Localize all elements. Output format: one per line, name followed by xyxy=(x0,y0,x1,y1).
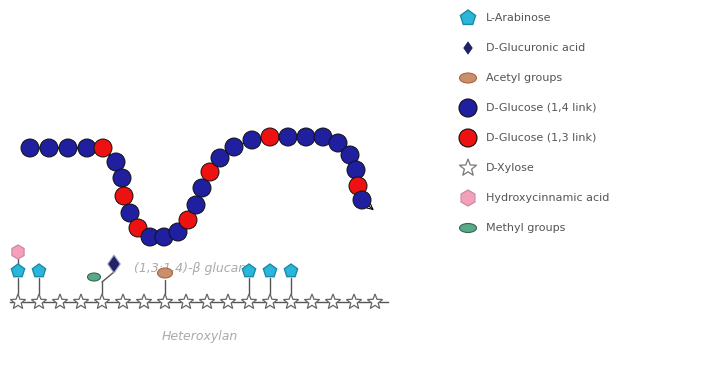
Circle shape xyxy=(169,223,187,241)
Circle shape xyxy=(94,139,112,157)
Polygon shape xyxy=(178,294,194,308)
Circle shape xyxy=(349,177,367,195)
Ellipse shape xyxy=(459,73,476,83)
Polygon shape xyxy=(459,159,476,175)
Polygon shape xyxy=(108,255,120,273)
Circle shape xyxy=(129,219,147,237)
Polygon shape xyxy=(263,294,278,308)
Circle shape xyxy=(211,149,229,167)
Polygon shape xyxy=(284,264,297,277)
Circle shape xyxy=(329,134,347,152)
Polygon shape xyxy=(53,294,67,308)
Polygon shape xyxy=(305,294,320,308)
Polygon shape xyxy=(116,294,131,308)
Text: Heteroxylan: Heteroxylan xyxy=(162,330,238,343)
Polygon shape xyxy=(460,10,476,25)
Circle shape xyxy=(187,196,205,214)
Polygon shape xyxy=(220,294,236,308)
Polygon shape xyxy=(242,264,256,277)
Polygon shape xyxy=(12,245,24,259)
Polygon shape xyxy=(31,294,47,308)
Polygon shape xyxy=(94,294,109,308)
Circle shape xyxy=(21,139,39,157)
Text: D-Glucose (1,3 link): D-Glucose (1,3 link) xyxy=(486,133,596,143)
Circle shape xyxy=(297,128,315,146)
Polygon shape xyxy=(461,190,475,206)
Polygon shape xyxy=(346,294,361,308)
Circle shape xyxy=(155,228,173,246)
Circle shape xyxy=(40,139,58,157)
Polygon shape xyxy=(241,294,256,308)
Polygon shape xyxy=(462,40,474,56)
Circle shape xyxy=(193,179,211,197)
Circle shape xyxy=(179,211,197,229)
Circle shape xyxy=(243,131,261,149)
Circle shape xyxy=(121,204,139,222)
Ellipse shape xyxy=(459,223,476,232)
Circle shape xyxy=(141,228,159,246)
Polygon shape xyxy=(33,264,45,277)
Text: D-Xylose: D-Xylose xyxy=(486,163,535,173)
Text: D-Glucuronic acid: D-Glucuronic acid xyxy=(486,43,585,53)
Text: D-Glucose (1,4 link): D-Glucose (1,4 link) xyxy=(486,103,596,113)
Circle shape xyxy=(225,138,243,156)
Circle shape xyxy=(459,99,477,117)
Polygon shape xyxy=(158,294,173,308)
Polygon shape xyxy=(200,294,214,308)
Text: Hydroxycinnamic acid: Hydroxycinnamic acid xyxy=(486,193,609,203)
Text: Methyl groups: Methyl groups xyxy=(486,223,565,233)
Ellipse shape xyxy=(87,273,101,281)
Polygon shape xyxy=(263,264,277,277)
Ellipse shape xyxy=(158,268,173,278)
Circle shape xyxy=(341,146,359,164)
Circle shape xyxy=(115,187,133,205)
Polygon shape xyxy=(73,294,89,308)
Circle shape xyxy=(353,191,371,209)
Circle shape xyxy=(201,163,219,181)
Circle shape xyxy=(78,139,96,157)
Text: (1,3;1,4)-β glucan: (1,3;1,4)-β glucan xyxy=(134,262,246,275)
Polygon shape xyxy=(325,294,341,308)
Polygon shape xyxy=(11,264,25,277)
Circle shape xyxy=(347,161,365,179)
Polygon shape xyxy=(367,294,383,308)
Circle shape xyxy=(261,128,279,146)
Circle shape xyxy=(459,129,477,147)
Polygon shape xyxy=(11,294,26,308)
Circle shape xyxy=(279,128,297,146)
Circle shape xyxy=(314,128,332,146)
Text: Acetyl groups: Acetyl groups xyxy=(486,73,562,83)
Polygon shape xyxy=(136,294,152,308)
Text: L-Arabinose: L-Arabinose xyxy=(486,13,552,23)
Polygon shape xyxy=(283,294,299,308)
Circle shape xyxy=(59,139,77,157)
Circle shape xyxy=(107,153,125,171)
Circle shape xyxy=(113,169,131,187)
